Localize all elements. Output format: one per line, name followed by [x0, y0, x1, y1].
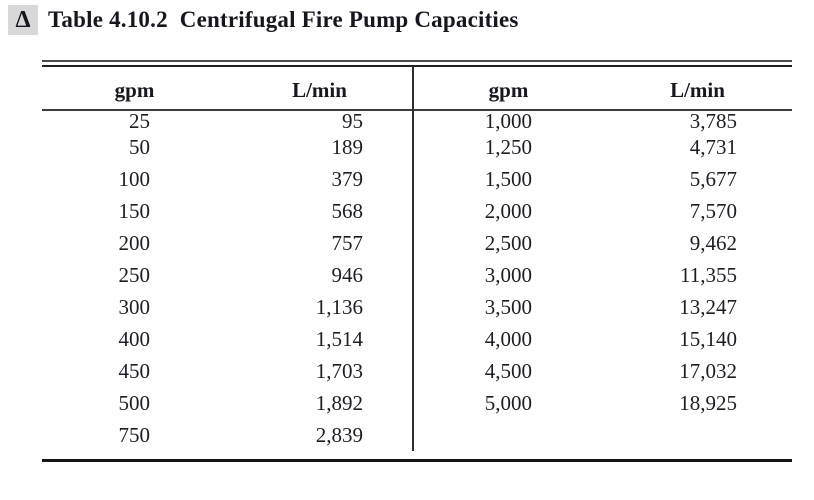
table-cell: 757	[331, 231, 364, 255]
table-left-half: gpm L/min 25 95 50 189 100 379 150 568 2…	[42, 67, 412, 451]
table-cell: 750	[118, 423, 151, 447]
column-header-lmin: L/min	[603, 67, 792, 111]
table-title: Δ Table 4.10.2 Centrifugal Fire Pump Capa…	[8, 5, 519, 35]
table-cell: 568	[331, 199, 364, 223]
table-cell: 5,000	[484, 391, 532, 415]
table-cell: 5,677	[689, 167, 737, 191]
table-cell: 250	[118, 263, 151, 287]
table-cell: 150	[118, 199, 151, 223]
table-body: gpm L/min 25 95 50 189 100 379 150 568 2…	[42, 67, 792, 462]
table-cell: 300	[118, 295, 151, 319]
table-cell: 15,140	[679, 327, 737, 351]
column-header-lmin: L/min	[227, 67, 412, 111]
table-cell: 3,500	[484, 295, 532, 319]
table-cell: 379	[331, 167, 364, 191]
table-title-text: Table 4.10.2 Centrifugal Fire Pump Capaci…	[48, 7, 519, 33]
table-cell: 95	[342, 109, 363, 133]
table-cell: 18,925	[679, 391, 737, 415]
table-cell: 3,785	[689, 109, 737, 133]
table-cell: 1,703	[315, 359, 363, 383]
table-cell: 2,500	[484, 231, 532, 255]
table-cell: 7,570	[689, 199, 737, 223]
delta-change-marker-icon: Δ	[8, 5, 38, 35]
table-cell: 1,250	[484, 135, 532, 159]
table-cell: 4,731	[689, 135, 737, 159]
table-cell: 946	[331, 263, 364, 287]
table-cell: 200	[118, 231, 151, 255]
table-cell: 2,839	[315, 423, 363, 447]
table-right-half: gpm L/min 1,000 3,785 1,250 4,731 1,500 …	[412, 67, 792, 451]
table-cell: 2,000	[484, 199, 532, 223]
table-cell: 1,500	[484, 167, 532, 191]
table-cell: 400	[118, 327, 151, 351]
table-top-double-rule	[42, 60, 792, 67]
table-cell: 50	[129, 135, 150, 159]
table-cell: 17,032	[679, 359, 737, 383]
table-cell: 11,355	[680, 263, 737, 287]
table-cell: 1,136	[315, 295, 363, 319]
table-caption: Centrifugal Fire Pump Capacities	[179, 7, 519, 32]
table-cell: 189	[331, 135, 364, 159]
table-cell: 3,000	[484, 263, 532, 287]
table-cell: 13,247	[679, 295, 737, 319]
table-cell: 500	[118, 391, 151, 415]
table-cell: 100	[118, 167, 151, 191]
table-cell: 450	[118, 359, 151, 383]
table-cell: 9,462	[689, 231, 737, 255]
table-cell: 1,000	[484, 109, 532, 133]
table-cell: 4,000	[484, 327, 532, 351]
column-header-gpm: gpm	[42, 67, 227, 111]
column-header-gpm: gpm	[414, 67, 603, 111]
capacity-table: gpm L/min 25 95 50 189 100 379 150 568 2…	[42, 60, 792, 462]
table-cell: 1,514	[315, 327, 363, 351]
table-cell: 25	[129, 109, 150, 133]
table-cell: 1,892	[315, 391, 363, 415]
table-number: Table 4.10.2	[48, 7, 168, 32]
table-cell: 4,500	[484, 359, 532, 383]
